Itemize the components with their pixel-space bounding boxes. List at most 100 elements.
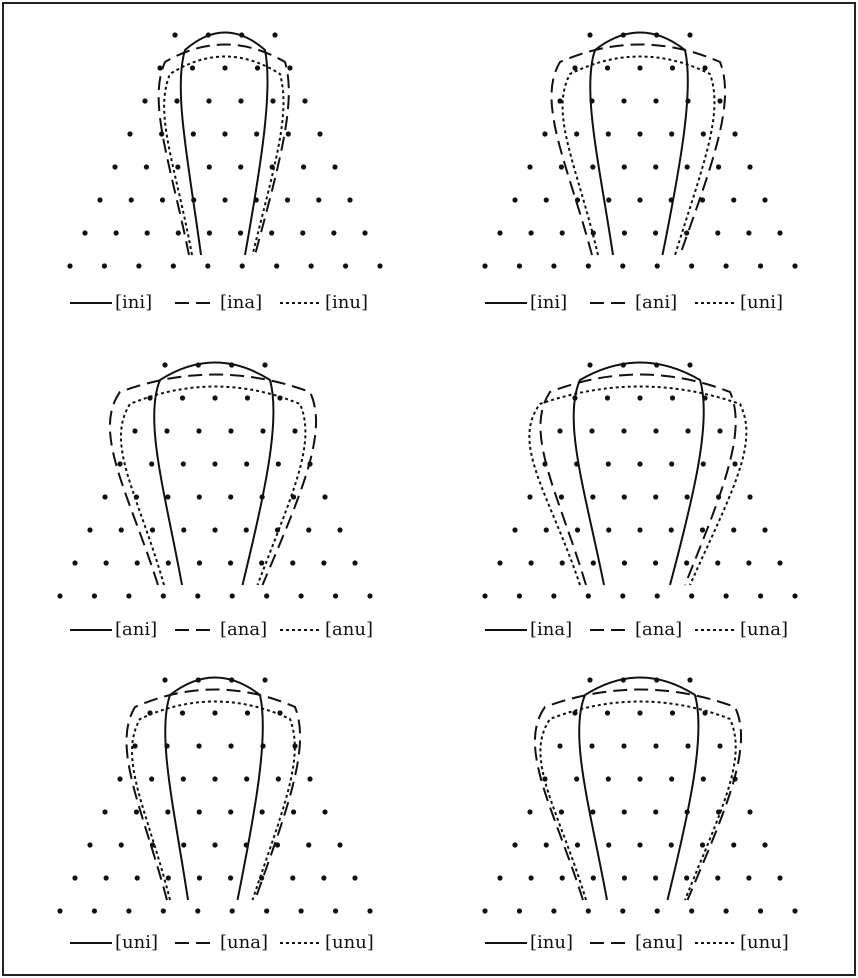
electrode-dot xyxy=(126,908,131,913)
electrode-dot xyxy=(747,809,752,814)
electrode-dot xyxy=(162,677,167,682)
electrode-dot xyxy=(655,263,660,268)
electrode-dot xyxy=(529,560,534,565)
electrode-dot xyxy=(352,875,357,880)
electrode-dot xyxy=(97,197,102,202)
electrode-dot xyxy=(684,875,689,880)
legend-label: [una] xyxy=(740,619,788,640)
electrode-dot xyxy=(228,494,233,499)
electrode-dot xyxy=(622,494,627,499)
electrode-dot xyxy=(687,362,692,367)
electrode-dot xyxy=(670,395,675,400)
electrode-dot xyxy=(245,710,250,715)
electrode-dot xyxy=(637,527,642,532)
electrode-dot xyxy=(165,809,170,814)
electrode-dot xyxy=(724,908,729,913)
electrode-dot xyxy=(606,131,611,136)
electrode-dot xyxy=(670,710,675,715)
electrode-dot xyxy=(343,263,348,268)
electrode-dot xyxy=(606,842,611,847)
electrode-dot xyxy=(274,263,279,268)
electrode-dot xyxy=(196,428,201,433)
electrode-dot xyxy=(172,32,177,37)
electrode-dot xyxy=(777,560,782,565)
electrode-dot xyxy=(700,527,705,532)
electrode-dot xyxy=(587,362,592,367)
electrode-dot xyxy=(114,230,119,235)
electrode-dot xyxy=(716,164,721,169)
electrode-dot xyxy=(67,263,72,268)
electrode-dot xyxy=(180,395,185,400)
electrode-dot xyxy=(762,527,767,532)
electrode-dot xyxy=(746,560,751,565)
legend-label: [anu] xyxy=(635,932,683,953)
electrode-dot xyxy=(715,230,720,235)
electrode-dot xyxy=(207,164,212,169)
electrode-dot xyxy=(245,395,250,400)
electrode-dot xyxy=(260,809,265,814)
legend-label: [inu] xyxy=(530,932,573,953)
electrode-dot xyxy=(205,263,210,268)
electrode-dot xyxy=(119,842,124,847)
electrode-dot xyxy=(117,776,122,781)
electrode-dot xyxy=(551,263,556,268)
electrode-dot xyxy=(747,494,752,499)
electrode-dot xyxy=(685,743,690,748)
electrode-dot xyxy=(587,32,592,37)
electrode-dot xyxy=(164,428,169,433)
electrode-dot xyxy=(222,131,227,136)
electrode-dot xyxy=(307,776,312,781)
electrode-dot xyxy=(620,908,625,913)
electrode-dot xyxy=(590,809,595,814)
electrode-dot xyxy=(792,593,797,598)
electrode-dot xyxy=(276,461,281,466)
electrode-dot xyxy=(144,164,149,169)
electrode-dot xyxy=(72,875,77,880)
electrode-dot xyxy=(238,164,243,169)
legend-label: [unu] xyxy=(740,932,789,953)
electrode-dot xyxy=(230,908,235,913)
electrode-dot xyxy=(129,197,134,202)
electrode-dot xyxy=(264,593,269,598)
electrode-dot xyxy=(197,875,202,880)
electrode-dot xyxy=(287,65,292,70)
electrode-dot xyxy=(255,65,260,70)
electrode-dot xyxy=(575,842,580,847)
electrode-dot xyxy=(150,527,155,532)
electrode-dot xyxy=(127,131,132,136)
electrode-dot xyxy=(174,98,179,103)
electrode-dot xyxy=(544,197,549,202)
electrode-dot xyxy=(574,131,579,136)
electrode-dot xyxy=(212,776,217,781)
electrode-dot xyxy=(622,560,627,565)
electrode-dot xyxy=(333,593,338,598)
electrode-dot xyxy=(299,908,304,913)
electrode-dot xyxy=(196,743,201,748)
electrode-dot xyxy=(159,131,164,136)
electrode-dot xyxy=(717,98,722,103)
electrode-dot xyxy=(134,809,139,814)
electrode-dot xyxy=(306,842,311,847)
electrode-dot xyxy=(637,65,642,70)
electrode-dot xyxy=(260,428,265,433)
electrode-dot xyxy=(87,842,92,847)
electrode-dot xyxy=(746,875,751,880)
legend-label: [ina] xyxy=(530,619,572,640)
electrode-dot xyxy=(497,875,502,880)
electrode-dot xyxy=(212,842,217,847)
electrode-dot xyxy=(637,395,642,400)
electrode-dot xyxy=(689,593,694,598)
electrode-dot xyxy=(181,776,186,781)
electrode-dot xyxy=(544,842,549,847)
electrode-dot xyxy=(270,98,275,103)
electrode-dot xyxy=(512,197,517,202)
electrode-dot xyxy=(762,197,767,202)
electrode-dot xyxy=(212,527,217,532)
electrode-dot xyxy=(191,131,196,136)
electrode-dot xyxy=(230,593,235,598)
electrode-dot xyxy=(306,527,311,532)
electrode-dot xyxy=(717,428,722,433)
electrode-dot xyxy=(145,230,150,235)
electrode-dot xyxy=(171,263,176,268)
electrode-dot xyxy=(559,809,564,814)
